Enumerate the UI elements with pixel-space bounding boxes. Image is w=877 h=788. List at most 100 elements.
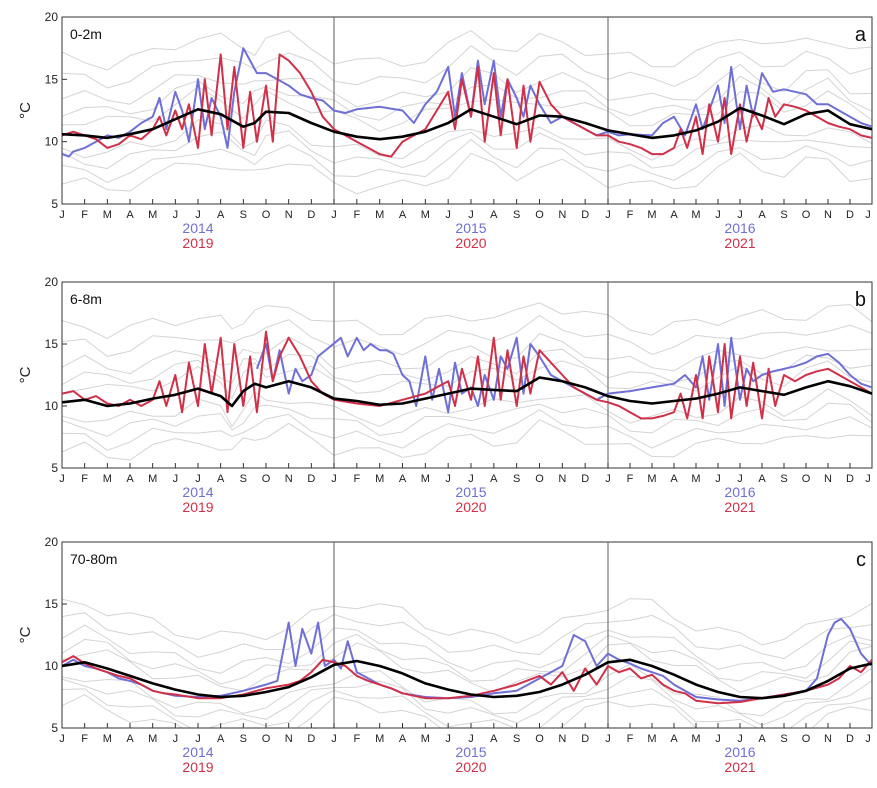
series-line-red	[62, 330, 872, 420]
month-label: J	[715, 209, 721, 221]
month-label: M	[375, 733, 384, 745]
y-tick-label: 20	[45, 535, 59, 549]
month-label: O	[262, 209, 271, 221]
month-label: F	[81, 473, 88, 485]
month-label: A	[126, 733, 134, 745]
percentile-line	[62, 138, 872, 183]
year-label-blue: 2015	[455, 744, 486, 760]
month-label: A	[217, 473, 225, 485]
month-label: J	[173, 733, 179, 745]
percentile-line	[62, 152, 872, 195]
month-label: F	[81, 733, 88, 745]
month-label: A	[490, 473, 498, 485]
year-label-blue: 2016	[724, 744, 755, 760]
percentile-line	[62, 302, 872, 339]
month-label: O	[262, 733, 271, 745]
year-label-red: 2021	[724, 235, 755, 251]
percentile-line	[62, 642, 872, 694]
month-label: A	[126, 473, 134, 485]
plot-frame	[61, 541, 873, 729]
month-label: A	[399, 733, 407, 745]
y-tick-label: 15	[45, 72, 59, 86]
month-label: F	[627, 733, 634, 745]
year-label-blue: 2015	[455, 220, 486, 236]
depth-label: 0-2m	[70, 26, 102, 42]
series-line-black	[62, 376, 872, 408]
year-label-red: 2021	[724, 759, 755, 775]
month-label: M	[421, 209, 430, 221]
series-group	[62, 617, 872, 705]
month-label: O	[535, 209, 544, 221]
percentile-line	[62, 633, 872, 685]
month-label: A	[490, 733, 498, 745]
month-label: M	[148, 473, 157, 485]
percentile-line	[62, 598, 872, 646]
y-tick-label: 20	[45, 10, 59, 24]
month-label: F	[627, 209, 634, 221]
series-line-blue	[62, 617, 872, 702]
percentile-line	[62, 130, 872, 170]
month-label: J	[737, 473, 743, 485]
year-label-blue: 2016	[724, 220, 755, 236]
month-label: J	[195, 733, 201, 745]
month-label: J	[865, 473, 871, 485]
percentile-line	[62, 675, 872, 726]
month-label: M	[375, 473, 384, 485]
month-label: N	[824, 473, 832, 485]
month-label: D	[307, 473, 315, 485]
month-label: D	[846, 473, 854, 485]
month-label: J	[195, 473, 201, 485]
percentile-line	[62, 360, 872, 400]
month-label: N	[824, 209, 832, 221]
y-tick-label: 10	[45, 399, 59, 413]
panel-letter: a	[855, 24, 867, 46]
month-label: M	[103, 733, 112, 745]
series-group	[62, 47, 872, 158]
percentile-line	[62, 688, 872, 728]
month-label: J	[59, 733, 65, 745]
month-label: S	[513, 733, 520, 745]
month-label: O	[535, 733, 544, 745]
month-label: J	[173, 473, 179, 485]
y-tick-label: 5	[51, 721, 58, 735]
month-label: M	[421, 473, 430, 485]
y-axis-label: °C	[17, 102, 34, 119]
month-label: D	[581, 733, 589, 745]
percentile-line	[62, 409, 872, 451]
month-label: S	[780, 209, 787, 221]
month-label: O	[535, 473, 544, 485]
month-label: N	[558, 209, 566, 221]
y-tick-label: 5	[51, 197, 58, 211]
month-label: A	[670, 473, 678, 485]
month-label: J	[468, 209, 474, 221]
month-label: J	[331, 473, 337, 485]
month-label: A	[490, 209, 498, 221]
month-label: A	[670, 209, 678, 221]
month-label: S	[240, 733, 247, 745]
month-label: N	[285, 473, 293, 485]
year-label-blue: 2014	[182, 220, 213, 236]
month-label: N	[285, 209, 293, 221]
month-label: J	[59, 473, 65, 485]
percentile-line	[62, 419, 872, 461]
month-label: M	[421, 733, 430, 745]
year-label-red: 2019	[182, 499, 213, 515]
month-label: N	[558, 473, 566, 485]
month-label: J	[445, 733, 451, 745]
depth-label: 70-80m	[70, 551, 117, 567]
percentile-line	[62, 333, 872, 375]
year-label-blue: 2014	[182, 484, 213, 500]
month-label: A	[399, 209, 407, 221]
month-label: A	[217, 733, 225, 745]
percentile-line	[62, 402, 872, 438]
series-line-blue	[255, 336, 872, 414]
percentile-line	[62, 663, 872, 717]
month-label: J	[173, 209, 179, 221]
month-label: M	[647, 209, 656, 221]
y-tick-label: 15	[45, 597, 59, 611]
depth-label: 6-8m	[70, 291, 102, 307]
month-label: J	[468, 473, 474, 485]
